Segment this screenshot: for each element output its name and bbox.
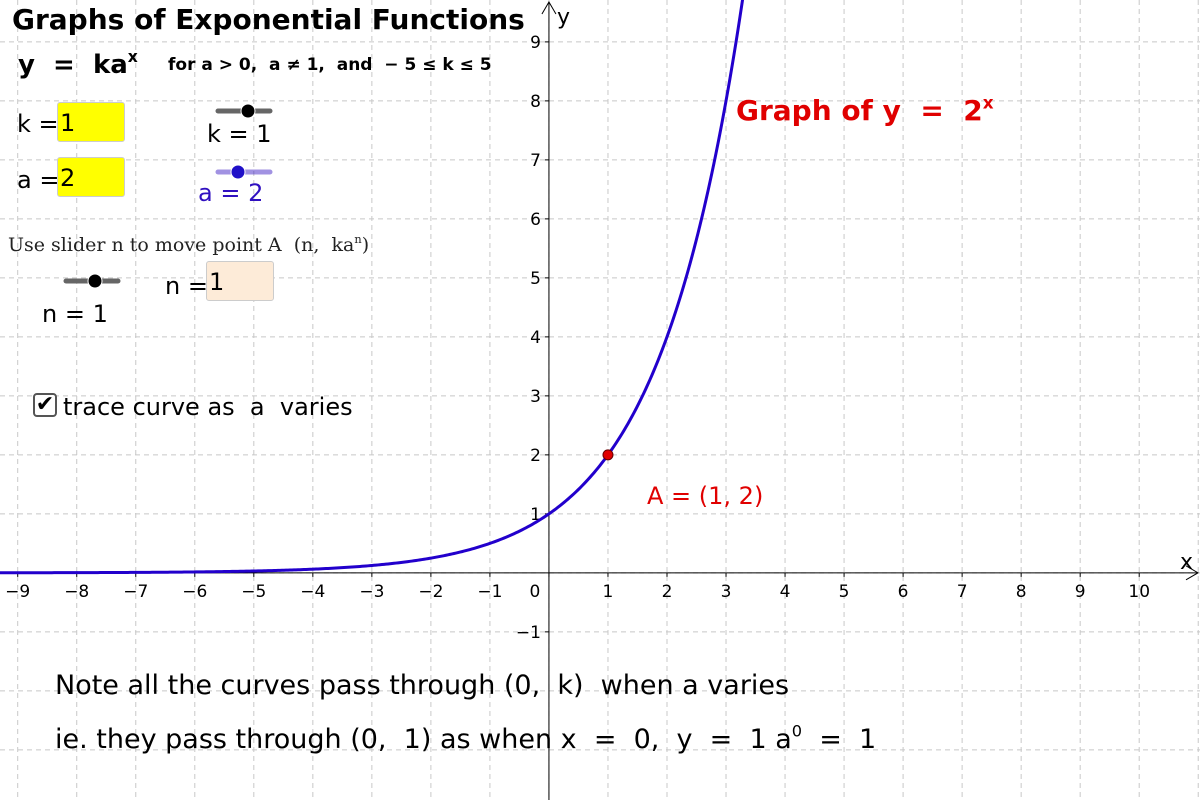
y-axis-label: y	[557, 5, 570, 30]
function-curve	[0, 0, 745, 575]
x-tick-label: −7	[123, 582, 148, 602]
y-tick-label: 6	[530, 210, 541, 230]
x-tick-label: −3	[359, 582, 384, 602]
y-tick-label: 8	[530, 92, 541, 112]
slider-knob[interactable]	[87, 273, 103, 289]
note: ie. they pass through (0, 1) as when x =…	[55, 723, 877, 755]
y-tick-label: 4	[530, 328, 541, 348]
x-tick-label: 2	[662, 582, 673, 602]
x-tick-label: −2	[418, 582, 443, 602]
x-tick-label: −4	[300, 582, 325, 602]
point-label: A = (1, 2)	[647, 482, 764, 510]
y-axis-arrow	[541, 1, 557, 15]
x-tick-label: 1	[603, 582, 614, 602]
x-tick-label: 4	[780, 582, 791, 602]
x-tick-label: −8	[64, 582, 89, 602]
instruction-exp: n	[354, 232, 362, 247]
note-end: = 1	[802, 724, 877, 755]
x-tick-label: −5	[241, 582, 266, 602]
x-tick-label: 10	[1128, 582, 1150, 602]
slider-knob[interactable]	[230, 164, 246, 180]
checkbox[interactable]: ✔	[33, 393, 57, 417]
slider-label: a = 2	[198, 179, 264, 207]
formula: y = kax	[18, 49, 138, 80]
y-tick-label: 7	[530, 151, 541, 171]
y-tick-label: 9	[530, 33, 541, 53]
input-label: k =	[17, 110, 59, 138]
formula-base: y = ka	[18, 50, 128, 80]
x-tick-label: 0	[530, 582, 541, 602]
y-tick-label: 5	[530, 269, 541, 289]
x-tick-label: −1	[477, 582, 502, 602]
x-tick-label: −6	[182, 582, 207, 602]
note-text: ie. they pass through (0, 1) as when x =…	[55, 724, 792, 755]
note: Note all the curves pass through (0, k) …	[55, 670, 790, 701]
x-tick-label: 9	[1075, 582, 1086, 602]
input-label: n =	[165, 272, 208, 300]
curve-label-exp: x	[982, 92, 994, 113]
title: Graphs of Exponential Functions	[12, 3, 525, 36]
instruction-end: )	[361, 234, 370, 256]
slider-label: n = 1	[42, 300, 108, 328]
point-a	[602, 449, 614, 461]
x-tick-label: −9	[5, 582, 30, 602]
input-box[interactable]: 1	[57, 102, 125, 142]
slider-label: k = 1	[207, 120, 272, 148]
y-tick-label: 1	[530, 505, 541, 525]
y-tick-label: 3	[530, 387, 541, 407]
x-tick-label: 8	[1016, 582, 1027, 602]
slider-knob[interactable]	[240, 103, 256, 119]
x-axis-arrow	[1185, 565, 1199, 581]
instruction: Use slider n to move point A (n, kan)	[8, 233, 370, 256]
x-axis-label: x	[1180, 550, 1193, 575]
x-tick-label: 3	[721, 582, 732, 602]
note-exp: 0	[791, 721, 803, 741]
checkbox-label: trace curve as a varies	[63, 393, 353, 421]
x-tick-label: 7	[957, 582, 968, 602]
y-tick-label: 2	[530, 446, 541, 466]
x-tick-label: 5	[839, 582, 850, 602]
input-box[interactable]: 2	[57, 157, 125, 197]
instruction-text: Use slider n to move point A (n, ka	[8, 234, 355, 256]
x-tick-label: 6	[898, 582, 909, 602]
curve-label: Graph of y = 2x	[736, 94, 994, 127]
input-box[interactable]: 1	[206, 261, 274, 301]
curve-label-text: Graph of y = 2	[736, 94, 983, 127]
y-tick-label: −1	[516, 623, 541, 643]
input-label: a =	[17, 166, 60, 194]
formula-exp: x	[127, 48, 138, 67]
condition: for a > 0, a ≠ 1, and − 5 ≤ k ≤ 5	[168, 55, 492, 75]
